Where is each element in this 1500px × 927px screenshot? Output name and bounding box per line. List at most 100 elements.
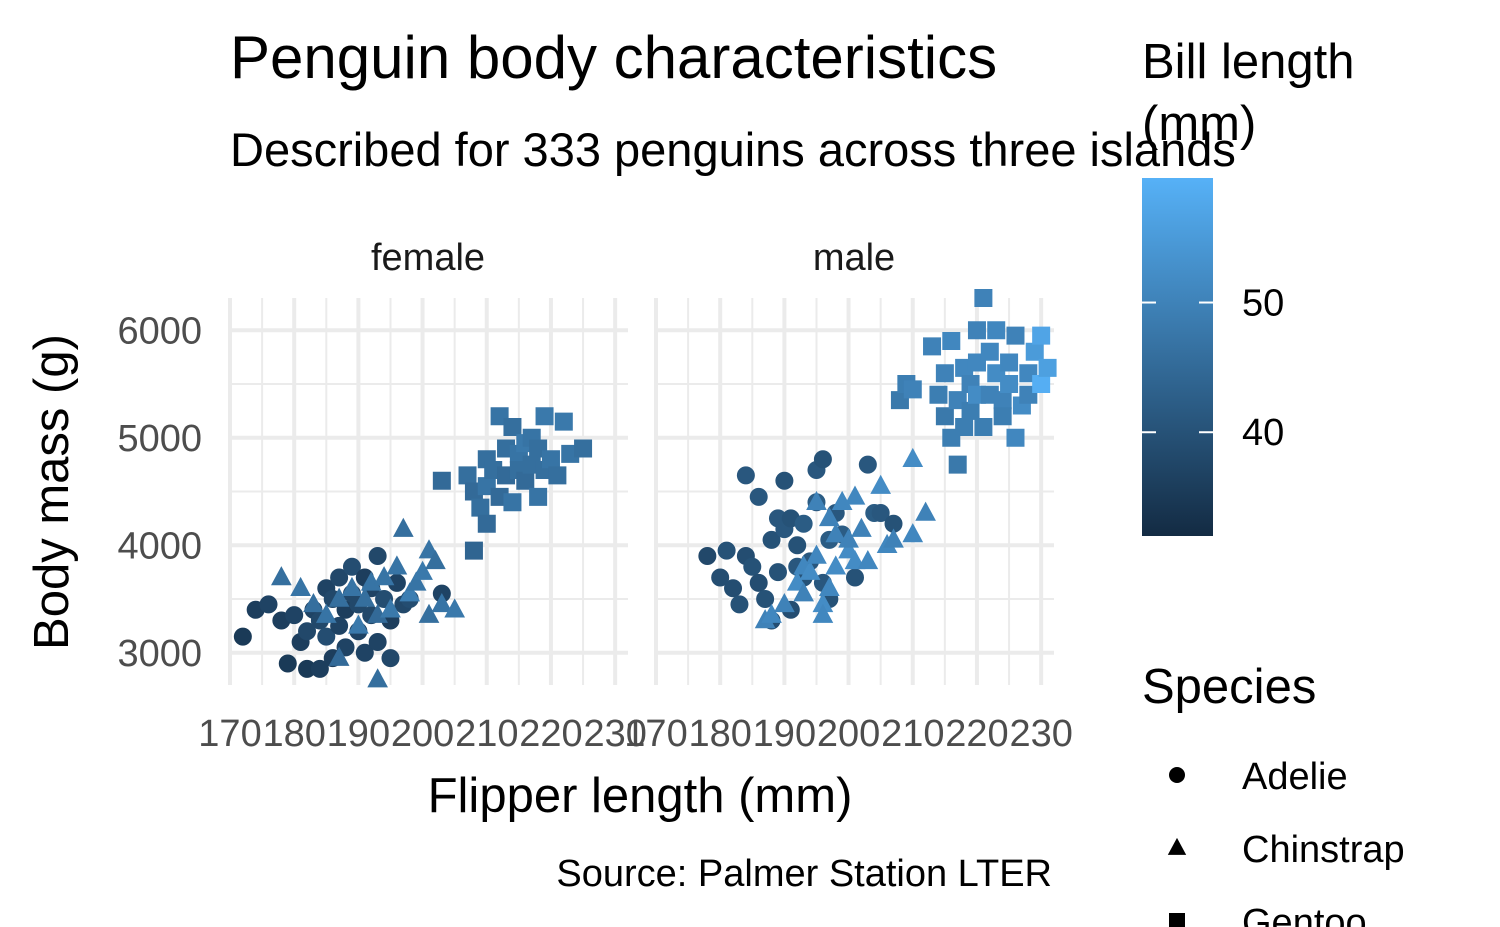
- data-point-gentoo: [516, 471, 535, 490]
- data-point-gentoo: [980, 342, 999, 361]
- chart-caption: Source: Palmer Station LTER: [556, 853, 1052, 895]
- data-point-chinstrap: [405, 571, 427, 591]
- x-tick-label: 190: [327, 713, 390, 755]
- data-point-adelie: [775, 471, 794, 490]
- legend-key-chinstrap: [1167, 837, 1187, 855]
- data-point-adelie: [387, 573, 406, 592]
- data-point-chinstrap: [806, 544, 827, 564]
- color-bar-ticks: 40 50: [1142, 283, 1284, 454]
- data-point-gentoo: [574, 439, 593, 458]
- x-tick-label: 170: [198, 713, 261, 755]
- data-point-gentoo: [529, 487, 548, 506]
- data-point-adelie: [858, 455, 877, 474]
- legend-key-adelie: [1169, 767, 1185, 783]
- data-point-chinstrap: [354, 587, 376, 607]
- x-tick-label: 180: [688, 713, 751, 755]
- data-point-chinstrap: [431, 592, 453, 613]
- data-point-adelie: [884, 514, 903, 533]
- data-point-chinstrap: [328, 646, 350, 666]
- data-point-adelie: [259, 595, 278, 614]
- series-gentoo-male: [890, 289, 1057, 474]
- y-axis-title: Body mass (g): [25, 334, 79, 650]
- facet-label-male: male: [813, 237, 895, 279]
- data-point-chinstrap: [367, 603, 388, 623]
- y-axis-ticks: 3000 4000 5000 6000: [117, 310, 202, 675]
- data-point-chinstrap: [315, 603, 337, 623]
- data-point-adelie: [310, 659, 329, 678]
- data-point-adelie: [749, 573, 768, 592]
- data-point-gentoo: [935, 407, 954, 426]
- data-point-adelie: [698, 547, 717, 565]
- data-point-chinstrap: [818, 576, 840, 597]
- data-point-adelie: [730, 595, 749, 614]
- data-point-gentoo: [458, 466, 477, 485]
- data-point-chinstrap: [386, 555, 408, 575]
- series-chinstrap-female: [271, 517, 466, 688]
- data-point-gentoo: [554, 412, 573, 431]
- data-point-adelie: [717, 541, 736, 560]
- data-point-gentoo: [929, 385, 948, 404]
- x-tick-label: 220: [945, 713, 1008, 755]
- data-point-chinstrap: [825, 555, 847, 575]
- x-tick-label: 200: [817, 713, 880, 755]
- y-tick-label: 3000: [117, 633, 202, 675]
- shape-legend-title: Species: [1142, 660, 1316, 714]
- data-point-adelie: [768, 563, 787, 582]
- data-point-adelie: [871, 504, 890, 522]
- series-chinstrap-male: [754, 447, 936, 629]
- x-tick-label: 190: [753, 713, 816, 755]
- data-point-chinstrap: [392, 517, 414, 537]
- data-point-gentoo: [471, 498, 490, 517]
- shape-legend-items: Adelie Chinstrap Gentoo: [1167, 756, 1405, 927]
- legend-label-chinstrap: Chinstrap: [1242, 829, 1405, 871]
- x-tick-label: 210: [455, 713, 518, 755]
- data-point-gentoo: [974, 289, 993, 307]
- data-point-adelie: [317, 627, 336, 646]
- x-axis-title: Flipper length (mm): [428, 769, 853, 823]
- color-legend: Bill length (mm) 40 50: [1142, 35, 1354, 536]
- data-point-chinstrap: [799, 560, 821, 580]
- x-tick-label: 170: [624, 713, 687, 755]
- shape-legend: Species Adelie Chinstrap Gentoo: [1142, 660, 1405, 927]
- data-point-chinstrap: [774, 592, 795, 613]
- data-point-chinstrap: [761, 603, 782, 623]
- data-point-chinstrap: [380, 598, 401, 618]
- data-point-adelie: [298, 659, 317, 678]
- data-point-gentoo: [974, 418, 993, 436]
- data-point-chinstrap: [915, 501, 936, 521]
- y-tick-label: 6000: [117, 310, 202, 352]
- legend-label-gentoo: Gentoo: [1242, 902, 1367, 927]
- data-point-adelie: [233, 627, 252, 646]
- data-point-adelie: [711, 568, 730, 587]
- data-point-adelie: [355, 643, 374, 662]
- data-point-adelie: [788, 536, 807, 555]
- data-point-gentoo: [548, 466, 567, 485]
- data-point-chinstrap: [425, 549, 446, 570]
- facet-label-female: female: [371, 237, 485, 279]
- data-point-gentoo: [987, 321, 1006, 340]
- data-point-chinstrap: [825, 523, 847, 543]
- data-point-chinstrap: [883, 528, 904, 548]
- data-point-chinstrap: [812, 603, 834, 623]
- data-point-chinstrap: [341, 576, 363, 597]
- data-point-adelie: [743, 557, 762, 576]
- x-tick-label: 200: [391, 713, 454, 755]
- data-point-gentoo: [1038, 358, 1057, 377]
- chart-title: Penguin body characteristics: [230, 24, 997, 91]
- data-point-gentoo: [923, 337, 942, 356]
- data-point-gentoo: [464, 541, 483, 560]
- color-bar: [1142, 178, 1213, 536]
- x-tick-label: 210: [881, 713, 944, 755]
- data-point-chinstrap: [844, 485, 866, 505]
- x-tick-label: 220: [519, 713, 582, 755]
- x-tick-label: 230: [1009, 713, 1072, 755]
- data-point-adelie: [762, 530, 781, 549]
- legend-label-adelie: Adelie: [1242, 756, 1348, 798]
- data-point-chinstrap: [793, 582, 814, 602]
- data-point-adelie: [368, 547, 387, 565]
- data-point-chinstrap: [367, 668, 388, 688]
- chart-subtitle: Described for 333 penguins across three …: [230, 123, 1236, 176]
- data-point-gentoo: [1000, 353, 1019, 372]
- data-point-gentoo: [948, 455, 967, 474]
- data-point-gentoo: [942, 332, 961, 350]
